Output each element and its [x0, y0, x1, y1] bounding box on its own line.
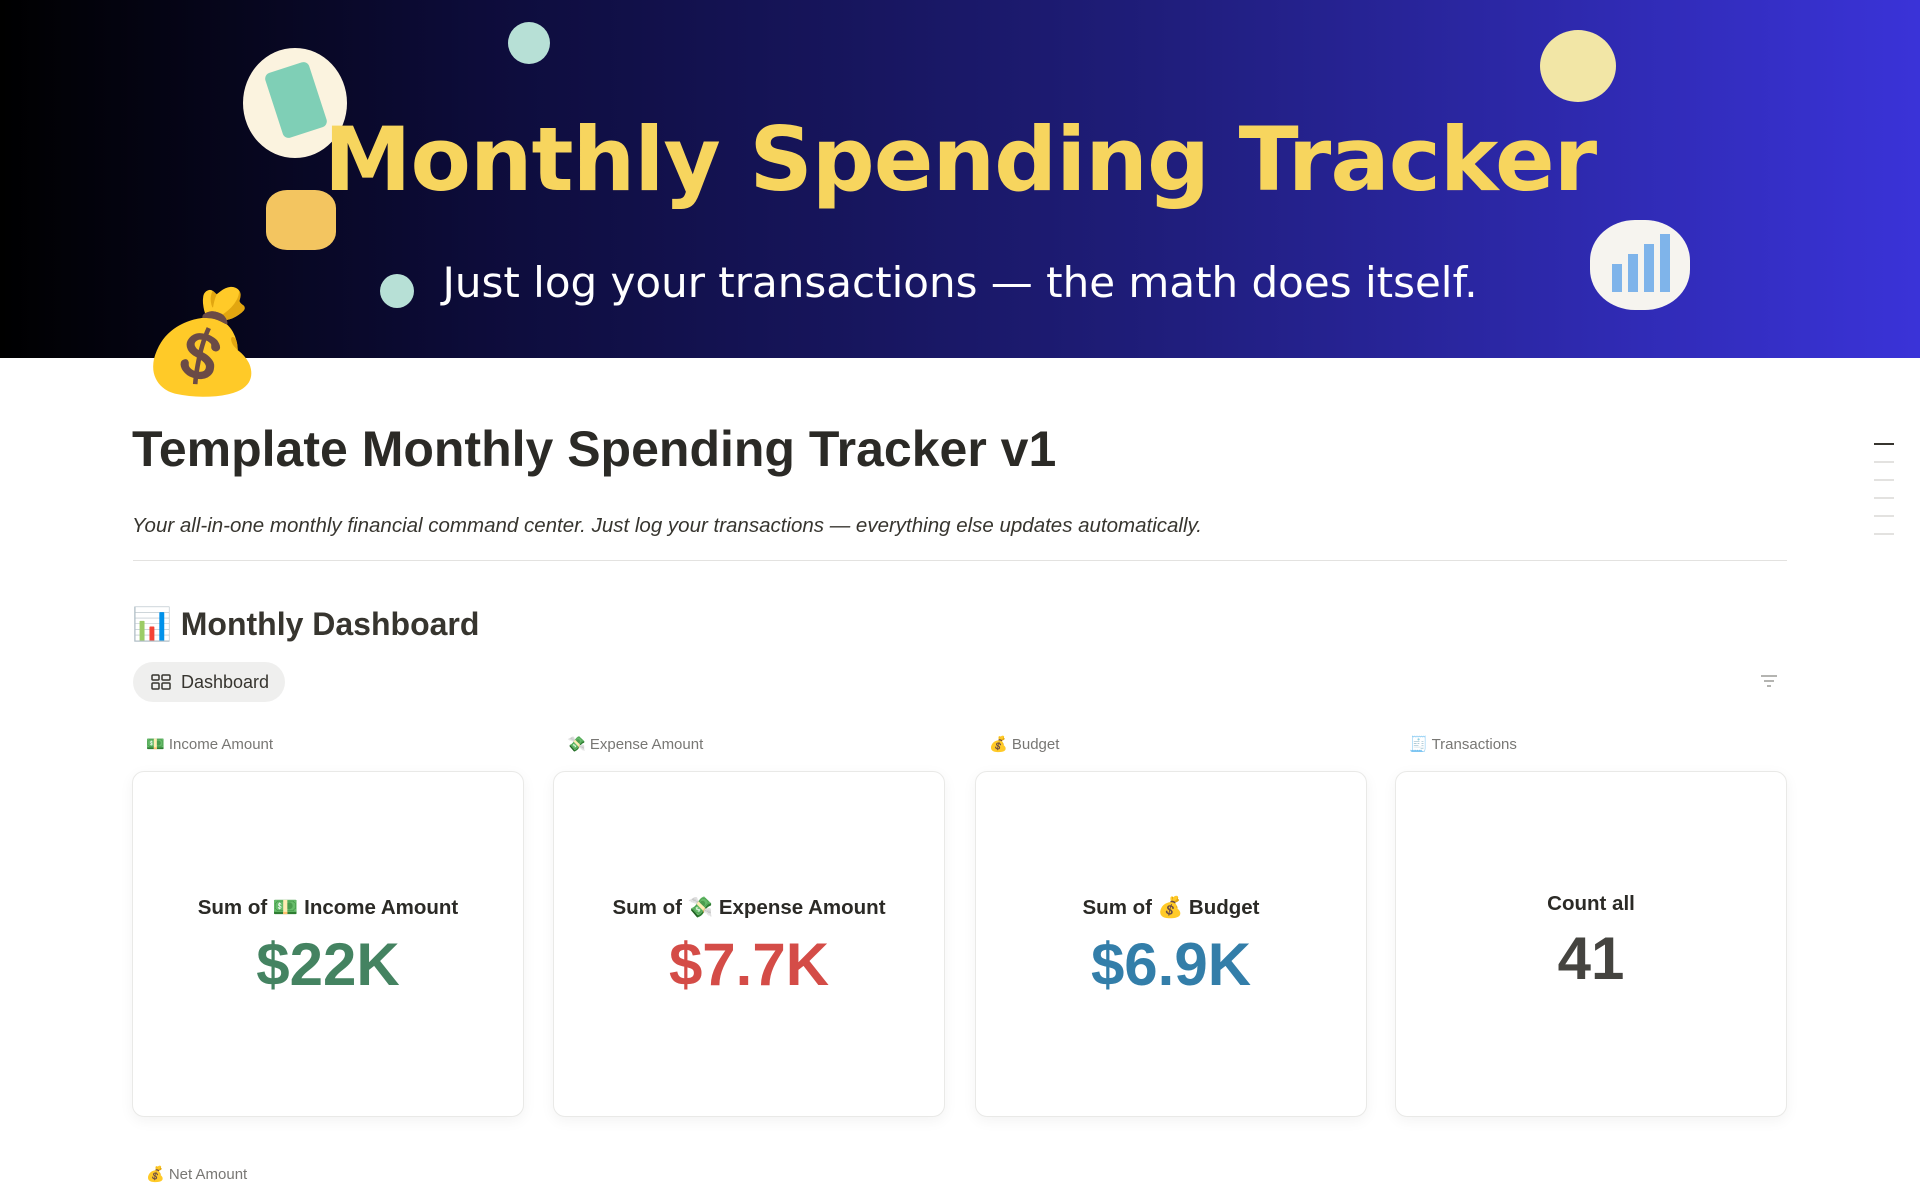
banner-title: Monthly Spending Tracker: [323, 108, 1597, 211]
metric-value: $7.7K: [668, 931, 830, 998]
filter-button[interactable]: [1760, 674, 1778, 688]
metric-caption: Sum of 💰 Budget: [1082, 896, 1260, 919]
metric-value: 41: [1557, 925, 1625, 992]
toc-marker[interactable]: [1874, 461, 1894, 463]
tab-label: Dashboard: [181, 672, 270, 692]
cover-banner: Monthly Spending Tracker Just log your t…: [0, 0, 1920, 358]
card-label: 💵 Income Amount: [146, 736, 274, 753]
metric-caption: Count all: [1547, 892, 1635, 915]
toc-marker[interactable]: [1874, 497, 1894, 499]
card-label: 🧾 Transactions: [1409, 736, 1517, 753]
page-icon[interactable]: 💰: [140, 286, 265, 398]
metric-caption: Sum of 💸 Expense Amount: [612, 896, 886, 919]
decoration: [508, 22, 550, 64]
toc-marker[interactable]: [1874, 443, 1894, 445]
page-title[interactable]: Template Monthly Spending Tracker v1: [132, 421, 1057, 477]
banner-subtitle: Just log your transactions — the math do…: [442, 258, 1478, 307]
card-label: 💸 Expense Amount: [567, 736, 704, 753]
coins-illustration: [266, 190, 336, 250]
metric-card[interactable]: Sum of 💰 Budget $6.9K: [975, 771, 1367, 1117]
divider: [133, 560, 1787, 561]
calculator-illustration: [243, 48, 347, 158]
toc-marker[interactable]: [1874, 533, 1894, 535]
toc-marker[interactable]: [1874, 515, 1894, 517]
page-description[interactable]: Your all-in-one monthly financial comman…: [132, 514, 1202, 537]
decoration: [380, 274, 414, 308]
metric-value: $6.9K: [1090, 931, 1252, 998]
card-label: 💰 Budget: [989, 736, 1060, 753]
chart-illustration: [1590, 220, 1690, 310]
metric-card[interactable]: Sum of 💵 Income Amount $22K: [132, 771, 524, 1117]
toc-marker[interactable]: [1874, 479, 1894, 481]
metric-card[interactable]: Count all 41: [1395, 771, 1787, 1117]
card-label: 💰 Net Amount: [146, 1166, 248, 1183]
metric-card[interactable]: Sum of 💸 Expense Amount $7.7K: [553, 771, 945, 1117]
metric-caption: Sum of 💵 Income Amount: [197, 896, 459, 919]
view-tab[interactable]: Dashboard: [133, 662, 285, 702]
tab-icon: [151, 674, 171, 690]
section-heading[interactable]: 📊 Monthly Dashboard: [132, 606, 480, 642]
metric-value: $22K: [256, 931, 400, 998]
document-illustration: [1540, 30, 1616, 102]
